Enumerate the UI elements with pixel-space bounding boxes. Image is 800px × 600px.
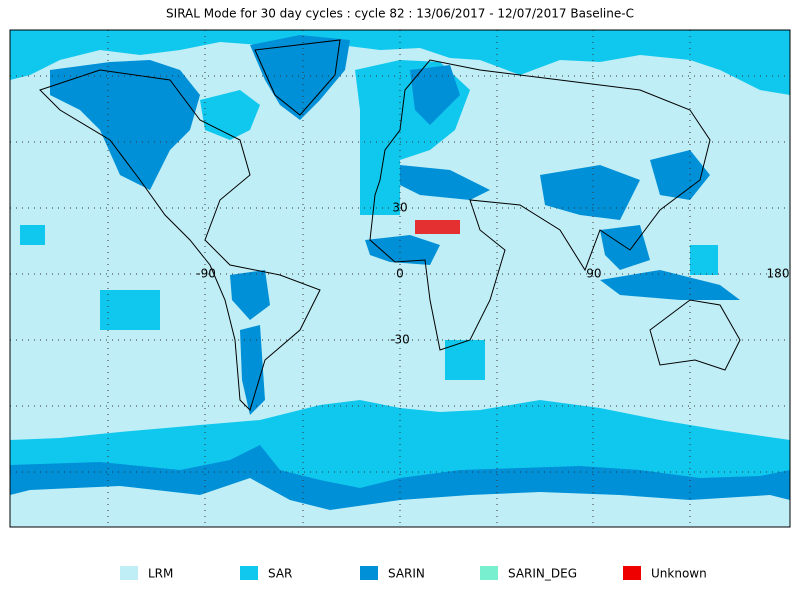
legend-swatch [480, 566, 498, 580]
sar-strip [360, 90, 400, 215]
legend-label: SARIN [388, 567, 425, 581]
map [9, 29, 791, 528]
sarin-indonesia [600, 270, 740, 300]
sar-patch-hawaii [20, 225, 45, 245]
longitude-label: 90 [586, 267, 601, 281]
longitude-label: -90 [196, 267, 216, 281]
sar-patch-pacific2 [690, 245, 718, 275]
sarin-amazon [230, 270, 270, 320]
coastline-afro-eurasia [369, 59, 711, 351]
map-title: SIRAL Mode for 30 day cycles : cycle 82 … [166, 7, 634, 21]
legend-label: LRM [148, 567, 173, 581]
sarin-east-asia [650, 150, 710, 200]
coastline-australia [649, 299, 741, 371]
longitude-label: 180 [767, 267, 790, 281]
longitude-label: 0 [396, 267, 404, 281]
coastline-americas [39, 69, 321, 411]
legend-label: SAR [268, 567, 292, 581]
latitude-label: 30 [392, 201, 407, 215]
lrm-antarctic-interior [10, 478, 790, 527]
legend-swatch [120, 566, 138, 580]
graticule [10, 30, 790, 527]
coastline-greenland [254, 39, 341, 116]
sarin-north-america [50, 60, 200, 190]
legend-label: SARIN_DEG [508, 567, 577, 581]
latitude-label: -30 [390, 333, 410, 347]
legend: LRM SAR SARIN SARIN_DEG Unknown [120, 566, 707, 581]
sar-patch-south-africa [445, 340, 485, 380]
legend-swatch [240, 566, 258, 580]
sarin-greenland [250, 35, 350, 120]
legend-swatch [360, 566, 378, 580]
sarin-central-asia [540, 165, 640, 220]
sar-patch-pacific [100, 290, 160, 330]
map-frame [9, 29, 791, 528]
sarin-sahel [365, 235, 440, 265]
unknown-region [415, 220, 460, 234]
sarin-southeast-asia [600, 225, 650, 270]
graticule-labels: -90 0 90 180 30 -30 [196, 201, 789, 347]
sarin-andes [240, 325, 265, 415]
sarin-scandinavia [410, 65, 460, 125]
legend-label: Unknown [651, 567, 707, 581]
sar-arctic [10, 30, 790, 95]
sarin-mediterranean [400, 165, 490, 200]
legend-swatch [623, 566, 641, 580]
